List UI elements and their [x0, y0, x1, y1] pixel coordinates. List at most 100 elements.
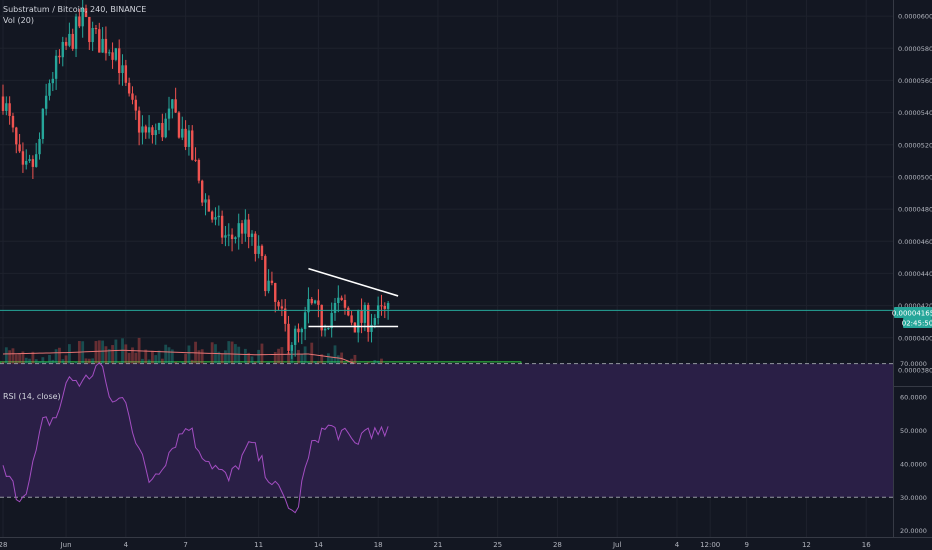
candle-body: [234, 237, 237, 240]
candle-body: [220, 215, 224, 238]
candle-body: [111, 52, 114, 60]
candle-body: [131, 93, 134, 100]
candle-body: [307, 299, 310, 313]
rsi-tick-label: 20.0000: [900, 527, 927, 535]
candle-body: [343, 300, 347, 308]
candle-body: [303, 312, 307, 329]
time-tick-label: 12:00: [700, 541, 720, 549]
candle-body: [320, 304, 323, 331]
candle-body: [154, 130, 157, 136]
rsi-tick-label: 70.0000: [900, 360, 927, 368]
drawings[interactable]: [0, 267, 893, 328]
candle-body: [151, 127, 154, 136]
candle-body: [201, 180, 204, 203]
candle-body: [367, 304, 370, 332]
volume-bar: [81, 341, 85, 384]
candle-body: [240, 223, 244, 234]
candle-body: [333, 302, 337, 313]
candle-body: [330, 312, 333, 329]
candle-body: [124, 65, 128, 83]
rsi-pane[interactable]: [0, 362, 893, 514]
volume-indicator-label[interactable]: Vol (20): [3, 16, 34, 25]
rsi-axis[interactable]: 70.0000 60.0000 50.0000 40.0000 30.0000 20.00…: [900, 360, 927, 535]
candle-body: [134, 99, 137, 111]
time-axis[interactable]: 28 Jun 4 7 11 14 18 21 25 28 Jul 4 12:00 9 12 16: [0, 541, 871, 549]
candle-body: [15, 127, 18, 145]
candle-body: [25, 160, 28, 165]
candle-body: [44, 95, 48, 109]
candle-body: [68, 33, 71, 46]
symbol-title[interactable]: Substratum / Bitcoin, 240, BINANCE: [3, 5, 146, 14]
candle-body: [157, 123, 161, 131]
candle-body: [181, 128, 184, 138]
volume-bar: [121, 338, 124, 384]
volume-bar: [210, 342, 214, 384]
volume-bar: [227, 341, 231, 384]
candle-body: [118, 48, 121, 74]
candle-body: [81, 8, 84, 27]
candle-body: [31, 159, 35, 167]
candle-body: [383, 305, 386, 309]
candle-body: [64, 41, 68, 46]
time-tick-label: 28: [553, 541, 562, 549]
candle-body: [194, 159, 197, 161]
time-tick-label: 28: [0, 541, 7, 549]
candle-body: [177, 112, 181, 138]
time-tick-label: 25: [493, 541, 502, 549]
candle-body: [74, 16, 78, 49]
candle-body: [250, 233, 254, 237]
candle-body: [141, 126, 144, 133]
volume-bar: [194, 341, 197, 384]
candle-body: [21, 151, 25, 165]
rsi-band-fill: [0, 363, 893, 498]
candle-body: [101, 38, 104, 53]
countdown-badge-value: 02:45:50: [902, 320, 932, 328]
candle-body: [310, 299, 313, 304]
candle-body: [114, 48, 118, 60]
candle-body: [210, 211, 214, 220]
candle-body: [108, 52, 111, 54]
candle-body: [91, 27, 94, 43]
time-tick-label: 4: [675, 541, 680, 549]
candle-body: [237, 223, 240, 238]
candle-body: [214, 217, 217, 220]
volume-bar: [230, 341, 234, 384]
candle-body: [293, 328, 297, 345]
candle-body: [386, 303, 390, 309]
candle-body: [277, 301, 280, 307]
candle-body: [94, 27, 98, 30]
time-tick-label: 12: [802, 541, 811, 549]
candle-body: [287, 323, 290, 351]
candle-body: [88, 16, 91, 43]
rsi-line: [2, 362, 389, 514]
candle-body: [350, 315, 353, 323]
candle-body: [207, 199, 211, 212]
candle-body: [28, 159, 31, 161]
price-grid: [0, 15, 893, 371]
candle-body: [284, 308, 287, 324]
candle-body: [340, 297, 343, 301]
candle-body: [58, 55, 61, 58]
rsi-indicator-label[interactable]: RSI (14, close): [3, 392, 61, 401]
volume-bar: [137, 337, 141, 384]
candle-body: [370, 324, 373, 332]
candle-body: [363, 304, 367, 323]
candle-body: [323, 328, 327, 331]
candle-body: [230, 234, 234, 240]
candle-body: [161, 123, 164, 138]
descending-trendline[interactable]: [308, 267, 399, 297]
volume-bar: [94, 341, 98, 384]
candle-body: [290, 344, 294, 351]
candle-body: [98, 29, 101, 53]
candle-body: [280, 306, 284, 309]
time-tick-label: 9: [744, 541, 748, 549]
